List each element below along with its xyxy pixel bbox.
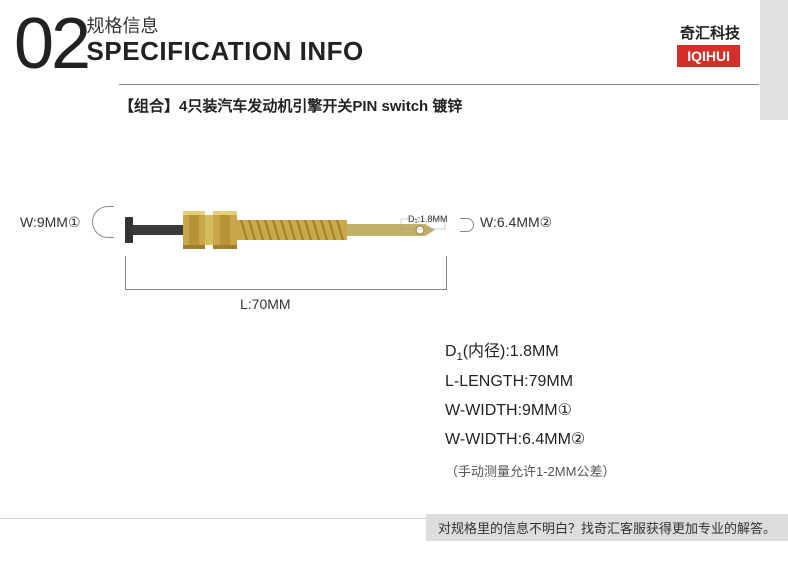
dim-w-right: W:6.4MM② xyxy=(480,214,552,231)
subtitle: 【组合】4只装汽车发动机引擎开关PIN switch 镀锌 xyxy=(119,95,768,116)
header: 02 规格信息 SPECIFICATION INFO 奇汇科技 IQIHUI 【… xyxy=(0,0,788,116)
brand-en-badge: IQIHUI xyxy=(677,45,740,67)
spec-d1: D1(内径):1.8MM xyxy=(445,338,615,368)
section-number: 02 xyxy=(14,8,88,80)
en-title: SPECIFICATION INFO xyxy=(87,36,364,67)
dim-length-lines xyxy=(125,256,447,290)
product-image xyxy=(125,205,465,255)
footer-help: 对规格里的信息不明白？找奇汇客服获得更加专业的解答。 xyxy=(426,514,788,541)
brand-cn: 奇汇科技 xyxy=(677,22,740,43)
spec-note: （手动测量允许1-2MM公差） xyxy=(445,460,615,483)
dim-w-left: W:9MM① xyxy=(20,214,81,231)
divider xyxy=(119,84,759,85)
spec-w2: W-WIDTH:6.4MM② xyxy=(445,426,615,455)
dim-length: L:70MM xyxy=(240,296,291,312)
title-block: 规格信息 SPECIFICATION INFO xyxy=(87,12,364,67)
dim-d1-small: D₁:1.8MM xyxy=(408,214,448,224)
brand-block: 奇汇科技 IQIHUI xyxy=(677,22,740,67)
dim-bracket-left xyxy=(92,206,114,238)
spec-w1: W-WIDTH:9MM① xyxy=(445,397,615,426)
cn-title: 规格信息 xyxy=(87,12,364,38)
spec-list: D1(内径):1.8MM L-LENGTH:79MM W-WIDTH:9MM① … xyxy=(445,338,615,484)
dim-bracket-right xyxy=(460,218,474,232)
spec-length: L-LENGTH:79MM xyxy=(445,368,615,397)
product-diagram: W:9MM① D₁:1.8MM xyxy=(20,170,520,320)
